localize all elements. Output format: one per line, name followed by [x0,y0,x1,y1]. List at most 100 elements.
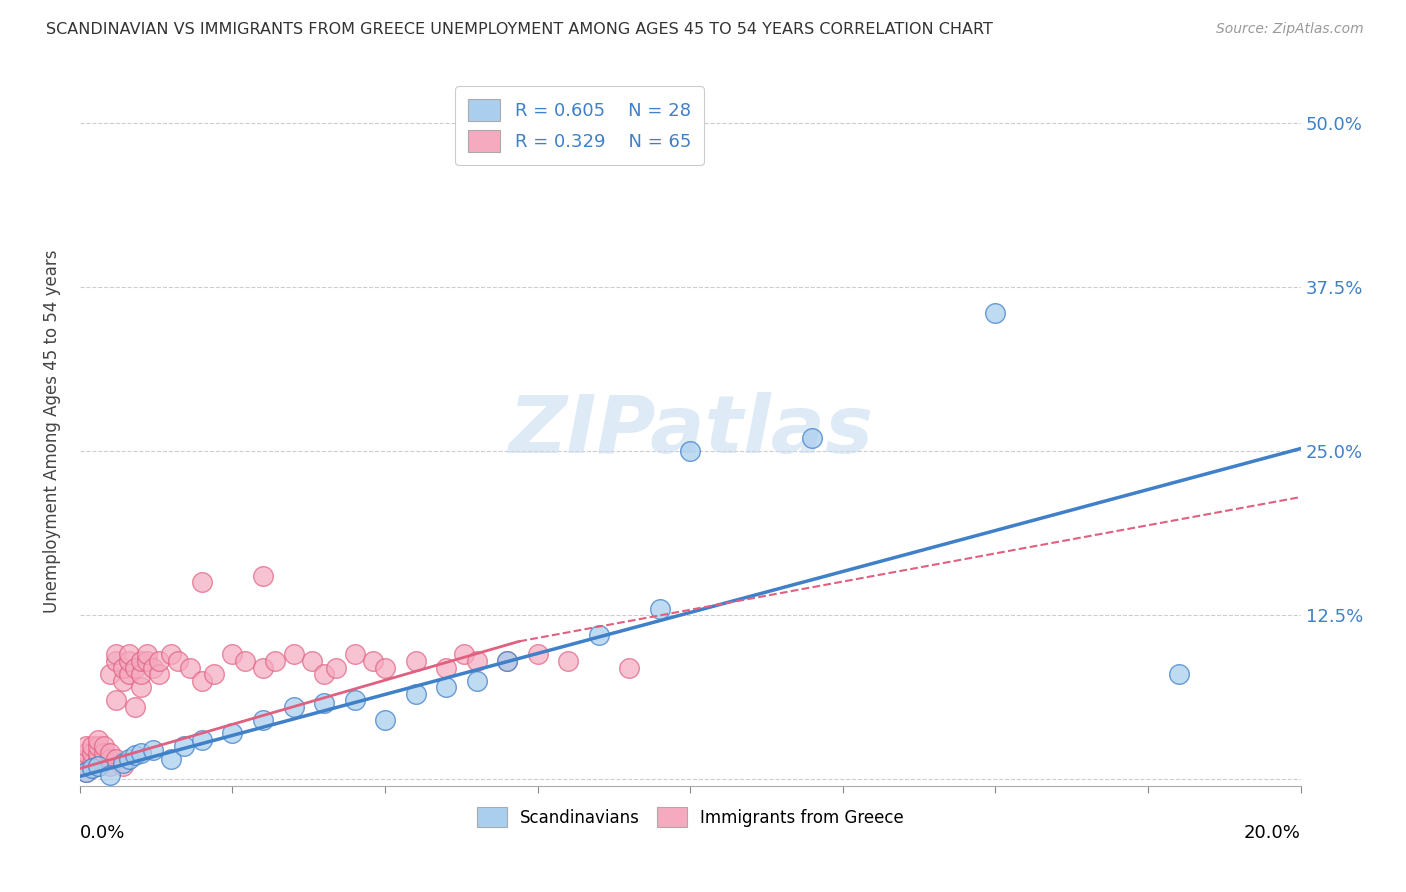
Point [75,739,97,754]
Point [75,765,97,780]
Point [465,654,488,668]
Point [343,648,366,662]
Point [801,431,824,445]
Point [588,628,610,642]
Point [93,739,115,754]
Text: Source: ZipAtlas.com: Source: ZipAtlas.com [1216,22,1364,37]
Point [87,752,110,766]
Point [105,654,128,668]
Point [124,748,146,763]
Point [142,660,165,674]
Point [87,759,110,773]
Point [142,743,165,757]
Point [118,752,141,766]
Point [191,575,214,590]
Point [361,654,384,668]
Point [87,739,110,754]
Point [136,654,159,668]
Point [111,673,134,688]
Point [129,667,152,681]
Point [80,746,103,760]
Legend: Scandinavians, Immigrants from Greece: Scandinavians, Immigrants from Greece [470,800,911,834]
Point [118,667,141,681]
Point [252,660,274,674]
Point [648,601,671,615]
Point [252,713,274,727]
Point [325,660,347,674]
Point [105,648,128,662]
Point [75,746,97,760]
Point [129,680,152,694]
Point [100,667,122,681]
Point [148,667,170,681]
Point [80,762,103,776]
Point [75,752,97,766]
Point [129,654,152,668]
Point [87,732,110,747]
Point [453,648,475,662]
Point [312,667,335,681]
Point [301,654,323,668]
Point [312,696,335,710]
Point [160,648,183,662]
Text: ZIPatlas: ZIPatlas [508,392,873,470]
Point [160,752,183,766]
Y-axis label: Unemployment Among Ages 45 to 54 years: Unemployment Among Ages 45 to 54 years [44,250,60,613]
Point [100,768,122,782]
Point [111,660,134,674]
Point [221,726,243,740]
Text: SCANDINAVIAN VS IMMIGRANTS FROM GREECE UNEMPLOYMENT AMONG AGES 45 TO 54 YEARS CO: SCANDINAVIAN VS IMMIGRANTS FROM GREECE U… [46,22,993,37]
Text: 20.0%: 20.0% [1244,824,1301,842]
Point [87,759,110,773]
Point [93,752,115,766]
Point [434,660,457,674]
Point [124,660,146,674]
Point [526,648,548,662]
Point [1167,667,1189,681]
Point [118,654,141,668]
Point [465,673,488,688]
Point [191,732,214,747]
Point [405,654,427,668]
Point [679,444,702,458]
Point [221,648,243,662]
Point [105,693,128,707]
Point [984,306,1007,320]
Point [100,746,122,760]
Point [148,654,170,668]
Point [252,568,274,582]
Point [129,746,152,760]
Point [111,759,134,773]
Point [233,654,256,668]
Point [434,680,457,694]
Point [557,654,579,668]
Point [87,746,110,760]
Point [105,752,128,766]
Point [75,765,97,780]
Point [191,673,214,688]
Point [80,762,103,776]
Point [283,648,305,662]
Point [80,739,103,754]
Point [343,693,366,707]
Point [111,756,134,771]
Point [75,759,97,773]
Text: 0.0%: 0.0% [80,824,125,842]
Point [80,756,103,771]
Point [202,667,225,681]
Point [374,713,396,727]
Point [166,654,188,668]
Point [93,746,115,760]
Point [283,699,305,714]
Point [124,699,146,714]
Point [118,648,141,662]
Point [179,660,201,674]
Point [100,752,122,766]
Point [136,648,159,662]
Point [374,660,396,674]
Point [496,654,519,668]
Point [264,654,287,668]
Point [173,739,195,754]
Point [405,687,427,701]
Point [496,654,519,668]
